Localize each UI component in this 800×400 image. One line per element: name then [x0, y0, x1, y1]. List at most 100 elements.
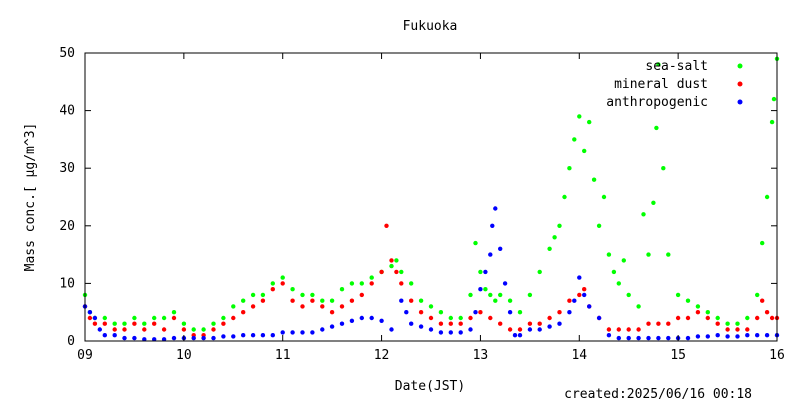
data-point: [97, 327, 103, 332]
data-point: [666, 252, 671, 257]
data-point: [112, 321, 117, 326]
data-point: [755, 333, 760, 338]
data-point: [448, 315, 453, 321]
data-point: [241, 310, 246, 315]
data-point: [428, 327, 434, 332]
data-point: [745, 327, 750, 332]
data-point: [438, 310, 444, 315]
data-point: [601, 194, 607, 200]
data-point: [458, 321, 463, 326]
data-point: [122, 327, 127, 332]
data-point: [418, 298, 424, 303]
data-point: [771, 96, 777, 102]
data-point: [339, 287, 345, 292]
data-point: [379, 269, 384, 275]
data-point: [512, 333, 518, 338]
data-point: [646, 321, 651, 326]
y-tick-label: 0: [67, 334, 75, 349]
data-point: [616, 327, 621, 332]
data-point: [418, 324, 424, 329]
data-point: [409, 281, 414, 286]
data-point: [221, 315, 226, 321]
data-point: [211, 335, 216, 341]
data-point: [507, 310, 513, 315]
data-point: [507, 298, 513, 303]
data-point: [626, 327, 631, 332]
y-tick-label: 30: [59, 161, 75, 176]
data-point: [428, 304, 434, 309]
legend-label: mineral dust: [614, 77, 708, 92]
legend-label: sea-salt: [645, 59, 708, 74]
data-point: [290, 330, 295, 335]
data-point: [488, 292, 493, 298]
data-point: [161, 327, 167, 332]
data-point: [349, 318, 355, 323]
data-point: [468, 315, 473, 321]
data-point: [320, 298, 325, 303]
data-point: [409, 321, 414, 326]
data-point: [122, 321, 127, 326]
data-point: [755, 315, 760, 321]
data-point: [280, 281, 285, 286]
data-point: [498, 321, 503, 326]
data-point: [577, 292, 582, 298]
data-point: [715, 321, 720, 326]
plot-area: [82, 56, 780, 342]
data-point: [171, 310, 177, 315]
y-tick-label: 20: [59, 219, 75, 234]
y-axis: 0 10 20 30 40 50: [59, 46, 777, 349]
data-point: [715, 315, 720, 321]
data-point: [379, 318, 384, 323]
data-point: [745, 315, 750, 321]
data-point: [300, 292, 305, 298]
data-point: [339, 321, 345, 326]
data-point: [290, 298, 295, 303]
data-point: [764, 310, 770, 315]
data-point: [310, 292, 315, 298]
data-point: [502, 281, 508, 286]
data-point: [567, 310, 572, 315]
data-point: [641, 212, 646, 217]
data-point: [695, 304, 701, 309]
legend: sea-salt mineral dust anthropogenic: [606, 59, 743, 110]
data-point: [112, 333, 117, 338]
series-sea-salt: [82, 56, 780, 332]
data-point: [493, 298, 498, 303]
data-point: [769, 119, 775, 125]
data-point: [221, 334, 226, 339]
data-point: [695, 334, 701, 339]
data-point: [695, 310, 701, 315]
data-point: [572, 298, 577, 303]
data-point: [587, 119, 592, 125]
data-point: [241, 298, 246, 303]
data-point: [448, 330, 453, 335]
data-point: [473, 310, 478, 315]
data-point: [270, 287, 275, 292]
data-point: [507, 327, 513, 332]
x-axis-label: Date(JST): [395, 379, 465, 394]
data-point: [478, 310, 483, 315]
data-point: [329, 324, 335, 329]
data-point: [478, 269, 483, 275]
data-point: [651, 200, 656, 205]
data-point: [87, 315, 93, 321]
data-point: [490, 223, 495, 228]
data-point: [498, 292, 503, 298]
data-point: [735, 327, 740, 332]
data-point: [685, 315, 691, 321]
data-point: [231, 334, 236, 339]
data-point: [596, 223, 602, 228]
x-tick-label: 11: [275, 348, 291, 363]
data-point: [310, 330, 315, 335]
data-point: [260, 298, 266, 303]
y-tick-label: 40: [59, 104, 75, 119]
data-point: [562, 194, 567, 200]
data-point: [310, 298, 315, 303]
data-point: [725, 327, 730, 332]
data-point: [715, 333, 720, 338]
data-point: [142, 337, 147, 342]
data-point: [537, 269, 542, 275]
x-tick-label: 12: [374, 348, 390, 363]
data-point: [517, 327, 523, 332]
